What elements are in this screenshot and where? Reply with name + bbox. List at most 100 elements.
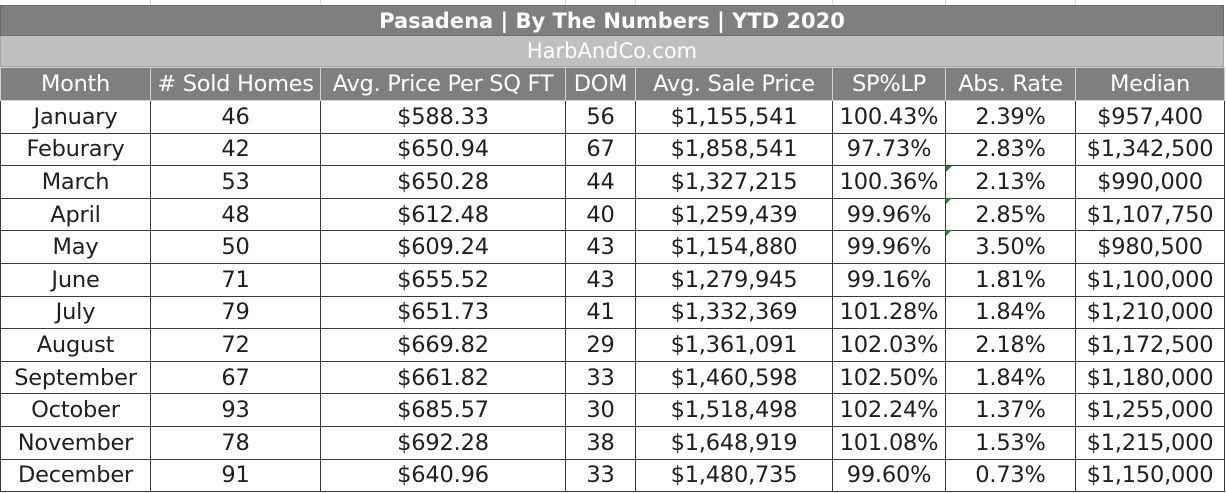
cell-month[interactable]: April (0, 197, 151, 232)
cell-sp-lp[interactable]: 99.16% (832, 262, 946, 297)
cell-avg-sale-price[interactable]: $1,460,598 (635, 360, 833, 395)
cell-sold-homes[interactable]: 53 (150, 165, 321, 199)
cell-sp-lp[interactable]: 97.73% (832, 132, 946, 167)
cell-price-per-sqft[interactable]: $692.28 (320, 425, 566, 460)
cell-sold-homes[interactable]: 50 (150, 230, 321, 264)
cell-month[interactable]: October (0, 393, 151, 427)
cell-price-per-sqft[interactable]: $669.82 (320, 328, 566, 362)
cell-sold-homes[interactable]: 48 (150, 197, 321, 232)
cell-abs-rate[interactable]: 1.81% (945, 262, 1076, 297)
cell-month[interactable]: January (0, 100, 151, 134)
cell-dom[interactable]: 44 (565, 165, 636, 199)
cell-price-per-sqft[interactable]: $650.28 (320, 165, 566, 199)
cell-month[interactable]: Feburary (0, 132, 151, 167)
cell-abs-rate[interactable]: 2.18% (945, 328, 1076, 362)
cell-abs-rate[interactable]: 1.53% (945, 425, 1076, 460)
cell-median[interactable]: $1,215,000 (1075, 425, 1225, 460)
cell-sold-homes[interactable]: 93 (150, 393, 321, 427)
cell-sold-homes[interactable]: 78 (150, 425, 321, 460)
cell-sp-lp[interactable]: 101.08% (832, 425, 946, 460)
cell-sp-lp[interactable]: 100.43% (832, 100, 946, 134)
cell-median[interactable]: $1,100,000 (1075, 262, 1225, 297)
cell-dom[interactable]: 56 (565, 100, 636, 134)
column-header-sold-homes[interactable]: # Sold Homes (150, 67, 321, 101)
cell-avg-sale-price[interactable]: $1,332,369 (635, 295, 833, 330)
cell-dom[interactable]: 43 (565, 230, 636, 264)
cell-avg-sale-price[interactable]: $1,648,919 (635, 425, 833, 460)
cell-dom[interactable]: 30 (565, 393, 636, 427)
cell-price-per-sqft[interactable]: $609.24 (320, 230, 566, 264)
column-header-median[interactable]: Median (1075, 67, 1225, 101)
cell-avg-sale-price[interactable]: $1,518,498 (635, 393, 833, 427)
cell-avg-sale-price[interactable]: $1,279,945 (635, 262, 833, 297)
cell-dom[interactable]: 33 (565, 360, 636, 395)
cell-abs-rate[interactable]: 0.73% (945, 458, 1076, 493)
cell-price-per-sqft[interactable]: $612.48 (320, 197, 566, 232)
cell-avg-sale-price[interactable]: $1,155,541 (635, 100, 833, 134)
cell-median[interactable]: $1,342,500 (1075, 132, 1225, 167)
cell-avg-sale-price[interactable]: $1,480,735 (635, 458, 833, 493)
cell-median[interactable]: $1,150,000 (1075, 458, 1225, 493)
cell-dom[interactable]: 33 (565, 458, 636, 493)
cell-price-per-sqft[interactable]: $661.82 (320, 360, 566, 395)
cell-sp-lp[interactable]: 100.36% (832, 165, 946, 199)
cell-avg-sale-price[interactable]: $1,361,091 (635, 328, 833, 362)
cell-median[interactable]: $990,000 (1075, 165, 1225, 199)
cell-month[interactable]: May (0, 230, 151, 264)
column-header-price-per-sqft[interactable]: Avg. Price Per SQ FT (320, 67, 566, 101)
cell-median[interactable]: $1,180,000 (1075, 360, 1225, 395)
cell-sold-homes[interactable]: 72 (150, 328, 321, 362)
cell-dom[interactable]: 43 (565, 262, 636, 297)
cell-price-per-sqft[interactable]: $655.52 (320, 262, 566, 297)
cell-month[interactable]: November (0, 425, 151, 460)
cell-sp-lp[interactable]: 99.96% (832, 197, 946, 232)
column-header-avg-sale-price[interactable]: Avg. Sale Price (635, 67, 833, 101)
cell-median[interactable]: $980,500 (1075, 230, 1225, 264)
cell-avg-sale-price[interactable]: $1,327,215 (635, 165, 833, 199)
cell-sold-homes[interactable]: 67 (150, 360, 321, 395)
cell-dom[interactable]: 40 (565, 197, 636, 232)
cell-sp-lp[interactable]: 102.24% (832, 393, 946, 427)
cell-avg-sale-price[interactable]: $1,154,880 (635, 230, 833, 264)
cell-price-per-sqft[interactable]: $588.33 (320, 100, 566, 134)
cell-price-per-sqft[interactable]: $685.57 (320, 393, 566, 427)
cell-median[interactable]: $1,172,500 (1075, 328, 1225, 362)
cell-month[interactable]: March (0, 165, 151, 199)
cell-sp-lp[interactable]: 99.60% (832, 458, 946, 493)
cell-avg-sale-price[interactable]: $1,259,439 (635, 197, 833, 232)
cell-month[interactable]: September (0, 360, 151, 395)
cell-dom[interactable]: 38 (565, 425, 636, 460)
cell-sp-lp[interactable]: 99.96% (832, 230, 946, 264)
cell-median[interactable]: $957,400 (1075, 100, 1225, 134)
cell-median[interactable]: $1,255,000 (1075, 393, 1225, 427)
cell-median[interactable]: $1,107,750 (1075, 197, 1225, 232)
cell-sold-homes[interactable]: 91 (150, 458, 321, 493)
column-header-dom[interactable]: DOM (565, 67, 636, 101)
cell-price-per-sqft[interactable]: $651.73 (320, 295, 566, 330)
cell-sold-homes[interactable]: 71 (150, 262, 321, 297)
cell-price-per-sqft[interactable]: $650.94 (320, 132, 566, 167)
column-header-abs-rate[interactable]: Abs. Rate (945, 67, 1076, 101)
cell-sold-homes[interactable]: 42 (150, 132, 321, 167)
cell-abs-rate[interactable]: 2.83% (945, 132, 1076, 167)
cell-median[interactable]: $1,210,000 (1075, 295, 1225, 330)
cell-sp-lp[interactable]: 102.50% (832, 360, 946, 395)
cell-abs-rate[interactable]: 1.84% (945, 295, 1076, 330)
cell-abs-rate[interactable]: 1.84% (945, 360, 1076, 395)
cell-abs-rate[interactable]: 3.50% (945, 230, 1076, 264)
cell-abs-rate[interactable]: 2.13% (945, 165, 1076, 199)
cell-month[interactable]: August (0, 328, 151, 362)
cell-dom[interactable]: 41 (565, 295, 636, 330)
cell-abs-rate[interactable]: 1.37% (945, 393, 1076, 427)
cell-abs-rate[interactable]: 2.39% (945, 100, 1076, 134)
cell-month[interactable]: July (0, 295, 151, 330)
cell-month[interactable]: December (0, 458, 151, 493)
cell-abs-rate[interactable]: 2.85% (945, 197, 1076, 232)
column-header-month[interactable]: Month (0, 67, 151, 101)
column-header-sp-lp[interactable]: SP%LP (832, 67, 946, 101)
cell-dom[interactable]: 67 (565, 132, 636, 167)
cell-sold-homes[interactable]: 46 (150, 100, 321, 134)
cell-dom[interactable]: 29 (565, 328, 636, 362)
cell-avg-sale-price[interactable]: $1,858,541 (635, 132, 833, 167)
cell-sp-lp[interactable]: 101.28% (832, 295, 946, 330)
